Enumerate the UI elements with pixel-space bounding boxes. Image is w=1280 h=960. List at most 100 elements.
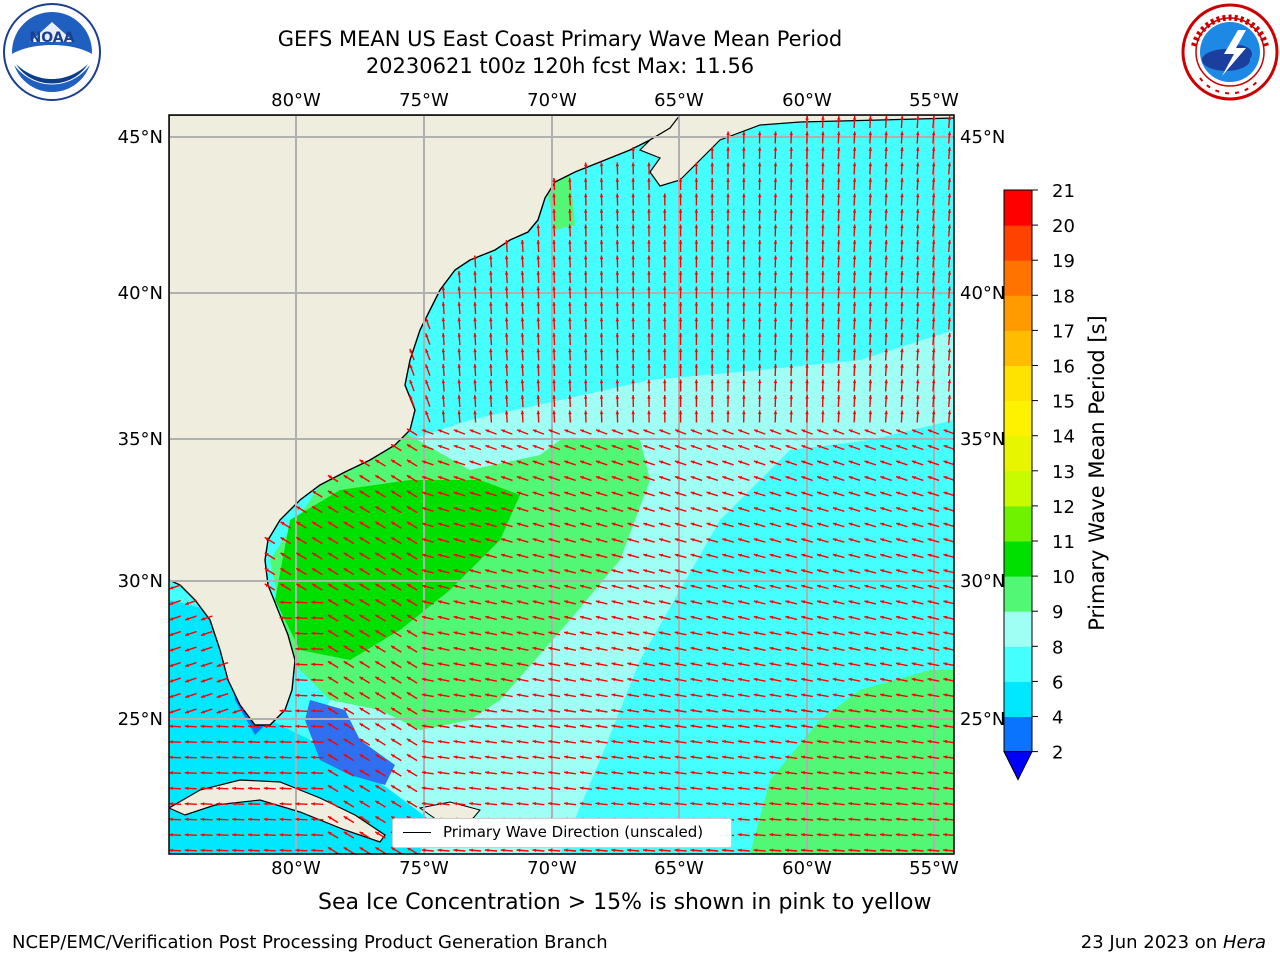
wave-arrow-head [789, 395, 793, 399]
wave-arrow-head [516, 584, 521, 589]
wave-arrow-head [375, 754, 380, 758]
wave-arrow-head [757, 348, 762, 353]
wave-arrow-head [674, 538, 679, 542]
wave-arrow-head [706, 569, 711, 573]
wave-arrow-head [473, 271, 477, 275]
wave-arrow-head [548, 553, 553, 557]
wave-arrow-head [801, 491, 806, 495]
wave-arrow-head [532, 476, 537, 480]
wave-arrow-head [757, 379, 762, 384]
wave-arrow-head [690, 522, 695, 526]
wave-arrow-head [816, 708, 821, 713]
wave-arrow-head [785, 538, 790, 542]
wave-arrow-head [947, 317, 952, 322]
wave-arrow-head [264, 583, 269, 588]
wave-arrow-head [659, 569, 663, 573]
wave-arrow-head [773, 286, 778, 291]
colorbar-tick-label: 18 [1052, 286, 1075, 307]
wave-arrow-head [911, 631, 916, 635]
wave-arrow-head [757, 224, 762, 229]
wave-arrow-head [327, 754, 332, 758]
wave-arrow-head [327, 490, 332, 495]
wave-arrow-head [469, 646, 474, 651]
wave-arrow-head [722, 724, 726, 728]
wave-arrow-head [279, 848, 284, 853]
wave-arrow-head [663, 302, 667, 306]
wave-arrow-head [485, 615, 490, 620]
wave-arrow-head [473, 333, 477, 337]
wave-arrow-head [658, 631, 663, 635]
wave-arrow-head [726, 131, 730, 136]
wave-arrow-head [627, 693, 632, 697]
wave-arrow-head [611, 569, 616, 573]
wave-arrow-head [722, 569, 727, 573]
wave-arrow-head [611, 677, 616, 682]
wave-arrow-head [409, 364, 413, 369]
wave-arrow-head [805, 395, 809, 399]
wave-arrow-head [532, 553, 537, 557]
wave-arrow-head [311, 678, 315, 682]
wave-arrow-head [627, 646, 632, 651]
wave-arrow-head [927, 802, 932, 806]
wave-arrow-head [643, 522, 648, 526]
wave-arrow-head [722, 677, 726, 682]
wave-arrow-head [375, 692, 380, 696]
wave-arrow-head [375, 459, 380, 464]
wave-arrow-head [552, 302, 556, 306]
wave-arrow-head [453, 771, 458, 775]
wave-arrow-head [837, 395, 841, 399]
wave-arrow-head [927, 631, 932, 635]
wave-arrow-head [816, 631, 821, 635]
wave-arrow-head [659, 460, 664, 464]
wave-arrow-head [647, 364, 651, 368]
wave-arrow-head [678, 286, 683, 291]
wave-arrow-head [895, 662, 900, 666]
wave-arrow-head [694, 395, 699, 399]
wave-arrow-head [359, 676, 364, 681]
wave-arrow-head [489, 271, 493, 275]
wave-arrow-head [457, 271, 461, 275]
wave-arrow-head [485, 848, 489, 852]
wave-arrow-head [409, 395, 413, 400]
wave-arrow-head [710, 379, 714, 384]
colorbar-label: Primary Wave Mean Period [s] [1085, 315, 1109, 631]
wave-arrow-head [895, 833, 900, 837]
wave-arrow-head [896, 460, 901, 464]
wave-arrow-head [343, 490, 348, 495]
wave-arrow-head [516, 771, 521, 775]
wave-arrow-head [216, 771, 221, 775]
wave-arrow-head [895, 677, 900, 682]
wave-arrow-head [900, 193, 904, 198]
wave-arrow-head [837, 116, 841, 120]
wave-arrow-head [343, 676, 348, 681]
wave-arrow-head [832, 786, 837, 790]
wave-arrow-head [295, 786, 300, 791]
wave-arrow-head [375, 614, 380, 619]
wave-arrow-head [785, 491, 790, 495]
wave-arrow-head [327, 816, 332, 820]
wave-arrow-head [900, 410, 904, 415]
wave-arrow-head [832, 491, 837, 495]
wave-arrow-head [232, 817, 236, 822]
wave-arrow-head [580, 600, 584, 604]
wave-arrow-head [757, 395, 762, 399]
wave-arrow-head [516, 445, 521, 449]
wave-arrow-head [848, 646, 853, 651]
wave-arrow-head [564, 600, 569, 604]
wave-arrow-head [773, 147, 778, 151]
wave-arrow-head [895, 848, 900, 852]
wave-arrow-head [169, 724, 173, 729]
wave-arrow-head [884, 286, 888, 291]
wave-arrow-head [706, 615, 711, 620]
wave-arrow-head [375, 800, 380, 805]
colorbar-segment [1004, 541, 1032, 577]
wave-arrow-head [706, 429, 711, 433]
wave-arrow-head [821, 255, 825, 260]
wave-arrow-head [473, 302, 477, 306]
wave-arrow-head [947, 379, 952, 384]
wave-arrow-head [552, 286, 556, 291]
wave-arrow-head [406, 645, 411, 650]
wave-arrow-head [690, 848, 695, 852]
wave-arrow-head [595, 771, 600, 775]
wave-arrow-head [611, 631, 616, 635]
